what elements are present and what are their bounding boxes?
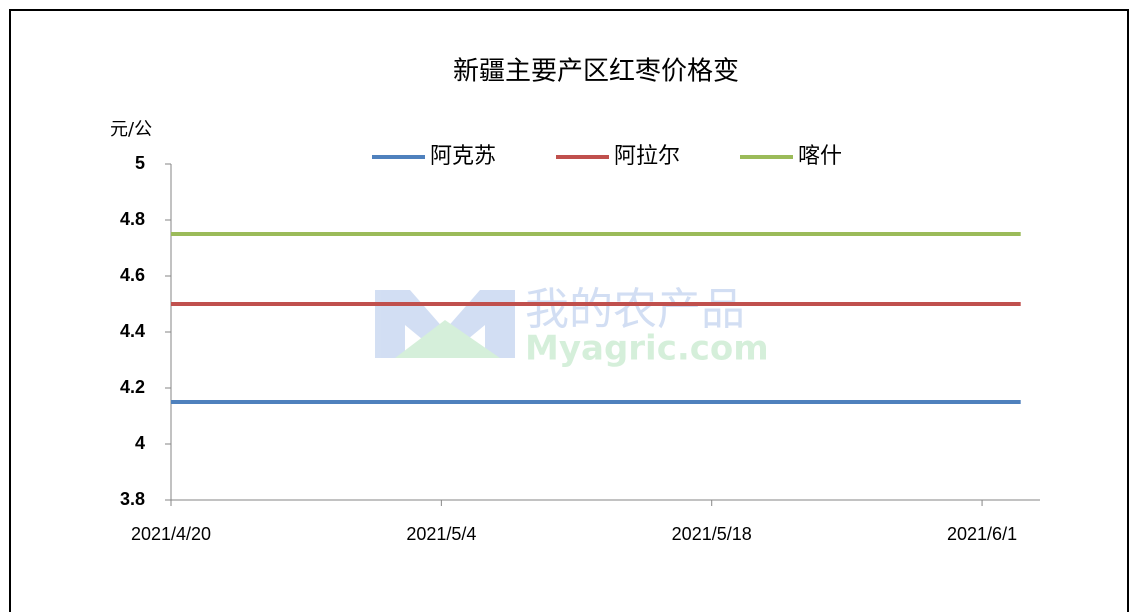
x-tick-label: 2021/5/18 <box>672 524 752 544</box>
legend-label: 阿克苏 <box>430 144 496 169</box>
y-tick-label: 4.2 <box>120 377 145 397</box>
y-tick-label: 4.6 <box>120 265 145 285</box>
y-tick-label: 5 <box>135 153 145 173</box>
y-axis-label: 元/公 <box>110 119 152 140</box>
chart-title: 新疆主要产区红枣价格变 <box>453 57 739 87</box>
x-tick-label: 2021/5/4 <box>406 524 476 544</box>
x-tick-label: 2021/6/1 <box>947 524 1017 544</box>
legend-label: 阿拉尔 <box>614 144 680 169</box>
watermark-text: Myagric.com <box>525 329 769 369</box>
watermark: 我的农产品 Myagric.com <box>375 284 769 369</box>
y-tick-label: 4 <box>135 433 145 453</box>
legend-label: 喀什 <box>798 144 842 169</box>
y-tick-label: 4.8 <box>120 209 145 229</box>
watermark-logo <box>395 320 500 358</box>
y-tick-label: 4.4 <box>120 321 145 341</box>
y-tick-label: 3.8 <box>120 489 145 509</box>
frame <box>9 9 1129 612</box>
watermark-text: 我的农产品 <box>525 284 745 335</box>
watermark-logo <box>375 290 515 358</box>
x-tick-label: 2021/4/20 <box>131 524 211 544</box>
